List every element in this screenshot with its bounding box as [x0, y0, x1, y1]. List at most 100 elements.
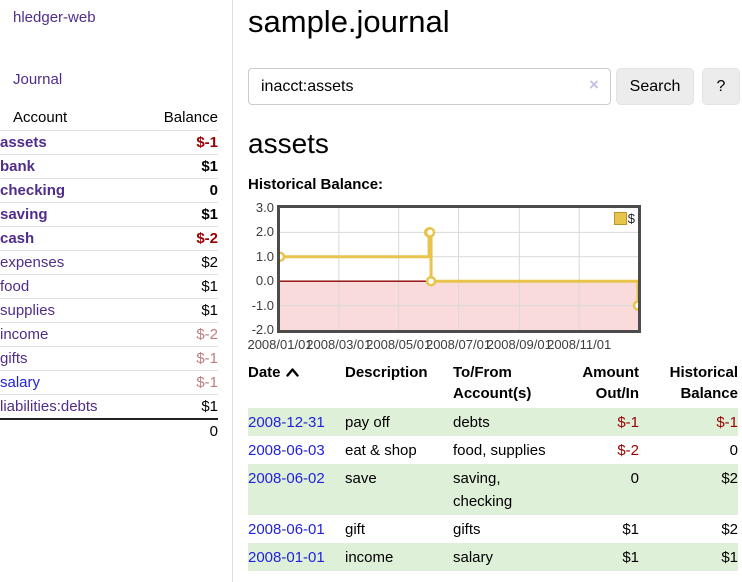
transaction-description: income [345, 549, 394, 566]
register-header-row: Date Description To/From Account(s) Amou… [248, 360, 738, 408]
transaction-balance: $-1 [716, 414, 738, 431]
account-balance: 0 [209, 182, 218, 199]
register-header-account: To/From Account(s) [453, 364, 532, 402]
account-balance: $-1 [196, 134, 218, 151]
transaction-accounts: food, supplies [453, 442, 546, 459]
account-row: gifts $-1 [0, 346, 218, 371]
account-row: cash $-2 [0, 226, 218, 251]
x-tick-label: 2008/09/01 [486, 337, 552, 352]
account-row: expenses $2 [0, 250, 218, 275]
register-row: 2008-06-02 save saving, checking 0 $2 [248, 464, 738, 515]
transaction-description: pay off [345, 414, 390, 431]
account-balance: $-1 [196, 350, 218, 367]
account-balance: $-2 [196, 326, 218, 343]
transaction-description: eat & shop [345, 442, 417, 459]
account-link-bank[interactable]: bank [0, 158, 36, 175]
account-balance: $1 [201, 398, 218, 415]
legend-swatch-icon [613, 212, 627, 225]
account-balance: $1 [201, 158, 218, 175]
account-link-saving[interactable]: saving [0, 206, 48, 223]
clear-search-icon[interactable]: × [589, 75, 599, 94]
account-row: bank $1 [0, 154, 218, 179]
account-row: income $-2 [0, 322, 218, 347]
chart-title: Historical Balance: [248, 176, 384, 193]
sidebar-item-journal[interactable]: Journal [13, 71, 63, 88]
account-link-expenses[interactable]: expenses [0, 254, 65, 271]
account-balance: $1 [201, 278, 218, 295]
app-title-link[interactable]: hledger-web [13, 9, 96, 26]
page-title: sample.journal [248, 4, 450, 39]
account-row: supplies $1 [0, 298, 218, 323]
y-tick-label: 2.0 [255, 224, 274, 240]
register-row: 2008-06-01 gift gifts $1 $2 [248, 515, 738, 543]
x-tick-label: 2008/03/01 [306, 337, 372, 352]
account-link-liabilities-debts[interactable]: liabilities:debts [0, 398, 98, 415]
transaction-date-link[interactable]: 2008-06-01 [248, 521, 325, 538]
accounts-header-account: Account [13, 109, 68, 126]
register-row: 2008-06-03 eat & shop food, supplies $-2 0 [248, 436, 738, 464]
accounts-header-balance: Balance [163, 109, 218, 126]
account-link-checking[interactable]: checking [0, 182, 66, 199]
sort-ascending-icon [285, 362, 299, 383]
y-tick-label: 0.0 [255, 273, 274, 289]
transaction-balance: 0 [729, 442, 738, 459]
transaction-description: save [345, 470, 377, 487]
accounts-table-body: assets $-1 bank $1 checking 0 saving $1 cash $-2 e… [0, 130, 218, 420]
x-tick-label: 2008/11/01 [547, 337, 612, 352]
y-tick-label: -2.0 [251, 322, 274, 337]
account-link-gifts[interactable]: gifts [0, 350, 28, 367]
account-row: checking 0 [0, 178, 218, 203]
account-balance: $1 [201, 206, 218, 223]
x-tick-label: 2008/07/01 [425, 337, 492, 352]
register-row: 2008-01-01 income salary $1 $1 [248, 543, 738, 571]
account-link-income[interactable]: income [0, 326, 49, 343]
transaction-accounts: gifts [453, 521, 481, 538]
account-title: assets [248, 128, 329, 159]
account-row: liabilities:debts $1 [0, 394, 218, 420]
account-balance: $-2 [196, 230, 218, 247]
chart-canvas [280, 208, 638, 330]
transaction-accounts: salary [453, 549, 494, 566]
y-tick-label: -1.0 [251, 297, 274, 313]
accounts-total-row: 0 [0, 419, 218, 443]
register-row: 2008-12-31 pay off debts $-1 $-1 [248, 408, 738, 436]
transaction-date-link[interactable]: 2008-01-01 [248, 549, 325, 566]
search-input[interactable] [248, 68, 611, 105]
transaction-date-link[interactable]: 2008-06-02 [248, 470, 325, 487]
account-link-salary[interactable]: salary [0, 374, 41, 391]
account-row: food $1 [0, 274, 218, 299]
accounts-table: Account Balance assets $-1 bank $1 checking 0… [0, 106, 218, 443]
account-row: salary $-1 [0, 370, 218, 395]
register-header-balance: Historical Balance [669, 364, 738, 402]
account-balance: $-1 [196, 374, 218, 391]
transaction-amount: $-1 [617, 414, 639, 431]
transaction-amount: $1 [622, 549, 639, 566]
register-table: Date Description To/From Account(s) Amou… [248, 360, 738, 571]
account-row: assets $-1 [0, 130, 218, 155]
x-tick-label: 2008/05/01 [366, 337, 432, 352]
transaction-amount: 0 [630, 470, 639, 487]
transaction-balance: $1 [721, 549, 738, 566]
legend-label: $ [627, 211, 635, 226]
transaction-date-link[interactable]: 2008-06-03 [248, 442, 325, 459]
account-link-cash[interactable]: cash [0, 230, 35, 247]
accounts-total-balance: 0 [209, 423, 218, 440]
account-link-assets[interactable]: assets [0, 134, 47, 151]
transaction-date-link[interactable]: 2008-12-31 [248, 414, 325, 431]
transaction-description: gift [345, 521, 366, 538]
accounts-table-header-row: Account Balance [0, 106, 218, 131]
sidebar: hledger-web Journal Account Balance asse… [0, 0, 233, 582]
chart-y-axis: 3.0 2.0 1.0 0.0 -1.0 -2.0 [248, 200, 275, 343]
search-button[interactable]: Search [616, 68, 694, 105]
x-tick-label: 2008/01/01 [247, 337, 313, 352]
register-header-date[interactable]: Date [248, 360, 345, 408]
account-row: saving $1 [0, 202, 218, 227]
account-link-food[interactable]: food [0, 278, 30, 295]
help-button[interactable]: ? [702, 68, 740, 105]
transaction-accounts: debts [453, 414, 490, 431]
transaction-accounts: saving, checking [453, 470, 513, 510]
account-link-supplies[interactable]: supplies [0, 302, 56, 319]
account-balance: $2 [201, 254, 218, 271]
chart-plot-area: $ [277, 205, 641, 333]
